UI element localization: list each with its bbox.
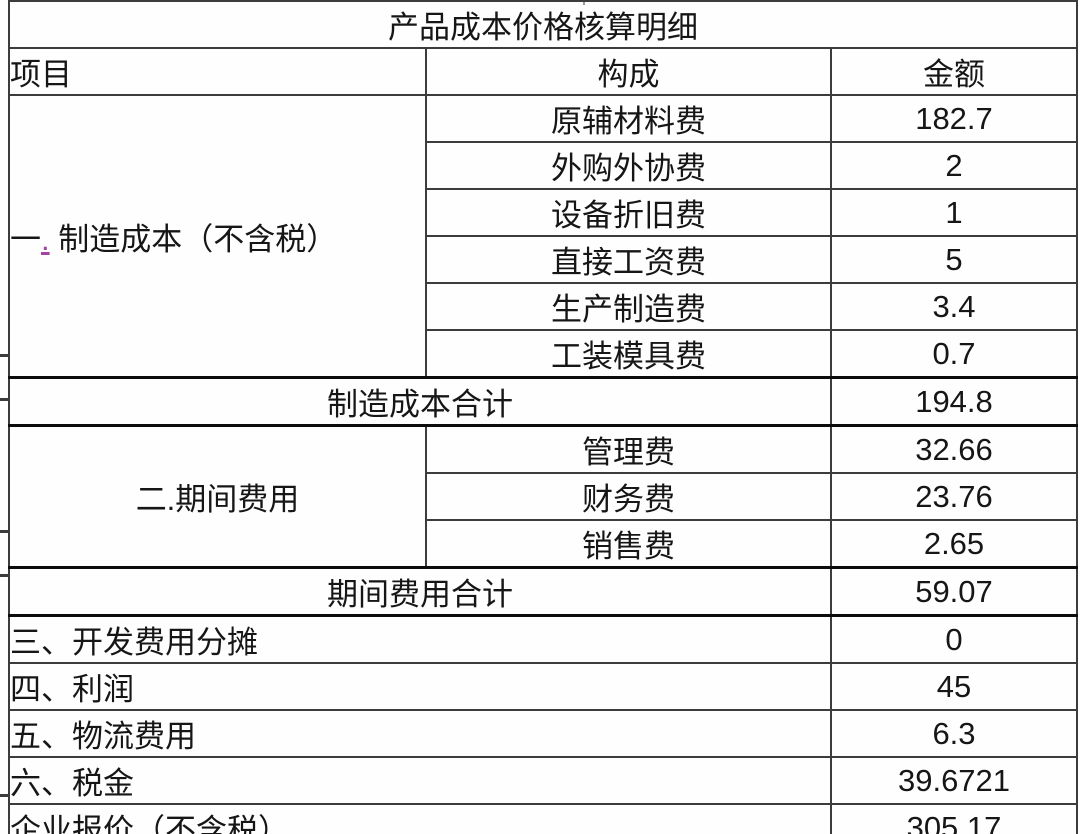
margin-gridline-stub (0, 794, 9, 797)
col-header-amount: 金额 (830, 47, 1078, 96)
table-row: 二.期间费用 管理费 32.66 (8, 424, 1078, 569)
component-cell: 设备折旧费 (425, 188, 832, 237)
header-row: 项目 构成 金额 (8, 47, 1078, 96)
table-row: 销售费 2.65 (9, 519, 1078, 569)
amount-cell: 6.3 (830, 709, 1078, 758)
table-row: 直接工资费 5 (9, 235, 1078, 284)
purple-period: . (41, 221, 50, 257)
subtotal-amount: 59.07 (830, 566, 1078, 617)
amount-cell: 305.17 (830, 803, 1078, 834)
table-row: 外购外协费 2 (9, 141, 1078, 190)
section1-label-cell: 一. 制造成本（不含税） (8, 94, 427, 379)
table-title: 产品成本价格核算明细 (8, 0, 1078, 49)
amount-cell: 32.66 (830, 424, 1078, 474)
margin-gridline-stub (0, 354, 9, 357)
summary-label: 五、物流费用 (8, 709, 832, 758)
table-row: 财务费 23.76 (9, 472, 1078, 521)
component-cell: 直接工资费 (425, 235, 832, 284)
summary-label: 企业报价（不含税） (8, 803, 832, 834)
summary-label: 六、税金 (8, 756, 832, 805)
component-cell: 财务费 (425, 472, 832, 521)
amount-cell: 5 (830, 235, 1078, 284)
amount-cell: 0 (830, 614, 1078, 664)
margin-gridline-stub (0, 574, 9, 577)
amount-cell: 2.65 (830, 519, 1078, 569)
cost-breakdown-table: 产品成本价格核算明细 项目 构成 金额 一. 制造成本（不含税） 原辅材料费 1… (8, 0, 1078, 834)
margin-gridline-stub (0, 530, 9, 533)
table-row: 设备折旧费 1 (9, 188, 1078, 237)
summary-label: 四、利润 (8, 662, 832, 711)
subtotal-row-period: 期间费用合计 59.07 (8, 566, 1078, 617)
component-cell: 工装模具费 (425, 329, 832, 379)
amount-cell: 45 (830, 662, 1078, 711)
margin-gridline-stub (0, 398, 9, 401)
section2-label-cell: 二.期间费用 (8, 424, 427, 569)
table-row: 工装模具费 0.7 (9, 329, 1078, 379)
subtotal-row-manufacturing: 制造成本合计 194.8 (8, 376, 1078, 427)
table-row: 一. 制造成本（不含税） 原辅材料费 182.7 (8, 94, 1078, 379)
section1-label-prefix: 一 (10, 221, 41, 257)
subtotal-amount: 194.8 (830, 376, 1078, 427)
summary-row: 六、税金 39.6721 (8, 756, 1078, 805)
amount-cell: 0.7 (830, 329, 1078, 379)
amount-cell: 2 (830, 141, 1078, 190)
table-row: 生产制造费 3.4 (9, 282, 1078, 331)
component-cell: 销售费 (425, 519, 832, 569)
summary-row: 三、开发费用分摊 0 (8, 614, 1078, 664)
amount-cell: 3.4 (830, 282, 1078, 331)
summary-row-quote-excl-tax: 企业报价（不含税） 305.17 (8, 803, 1078, 834)
summary-row: 四、利润 45 (8, 662, 1078, 711)
summary-label: 三、开发费用分摊 (8, 614, 832, 664)
amount-cell: 1 (830, 188, 1078, 237)
summary-row: 五、物流费用 6.3 (8, 709, 1078, 758)
col-header-item: 项目 (8, 47, 427, 96)
amount-cell: 23.76 (830, 472, 1078, 521)
amount-cell: 182.7 (830, 94, 1078, 143)
component-cell: 外购外协费 (425, 141, 832, 190)
col-header-component: 构成 (425, 47, 832, 96)
component-cell: 管理费 (425, 424, 832, 474)
subtotal-label: 制造成本合计 (8, 376, 832, 427)
title-row: 产品成本价格核算明细 (8, 0, 1078, 49)
component-cell: 生产制造费 (425, 282, 832, 331)
component-cell: 原辅材料费 (425, 94, 832, 143)
amount-cell: 39.6721 (830, 756, 1078, 805)
section1-label-text: 制造成本（不含税） (49, 221, 338, 257)
subtotal-label: 期间费用合计 (8, 566, 832, 617)
